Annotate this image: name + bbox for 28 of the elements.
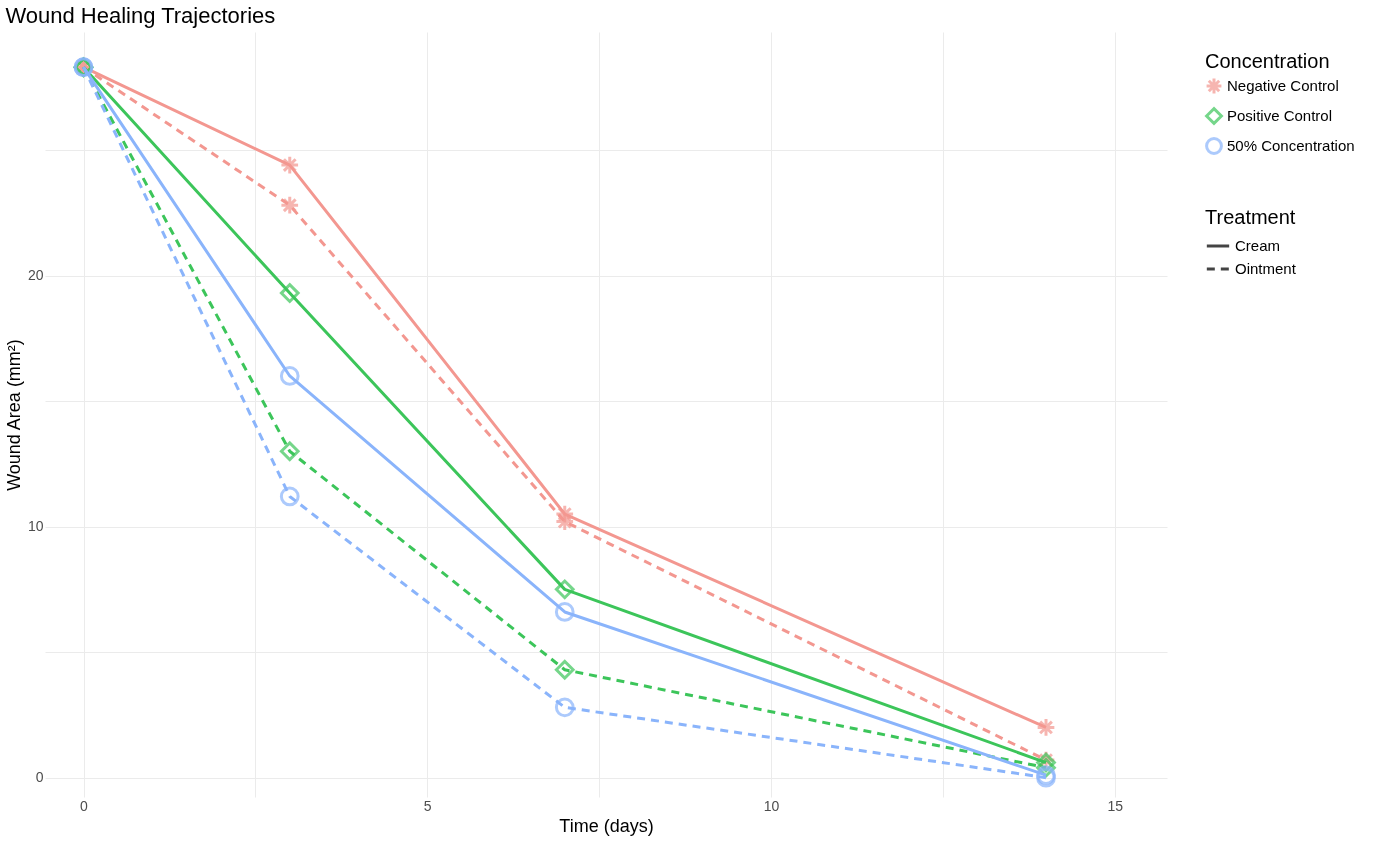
- point: [554, 697, 575, 718]
- y-tick-label: 10: [27, 518, 44, 535]
- y-tick-label: 0: [35, 769, 44, 786]
- text: Treatment: [1205, 206, 1296, 228]
- x-tick-label: 0: [80, 797, 89, 814]
- legend-label: Negative Control: [1227, 77, 1339, 94]
- text: Ointment: [1235, 260, 1297, 277]
- chart-title: Wound Healing Trajectories: [5, 3, 276, 28]
- y-axis-title: Wound Area (mm²): [3, 339, 24, 491]
- text: Cream: [1235, 237, 1281, 254]
- point: [554, 579, 575, 600]
- point: [1036, 717, 1056, 738]
- legend-label: 50% Concentration: [1227, 137, 1355, 154]
- x-axis-title: Time (days): [559, 815, 654, 836]
- legend-label: Positive Control: [1227, 107, 1333, 124]
- point: [279, 441, 300, 462]
- x-tick-label: 5: [423, 797, 432, 814]
- x-tick-label: 10: [763, 797, 780, 814]
- point: [279, 366, 300, 386]
- x-tick-label: 15: [1107, 797, 1124, 814]
- point: [279, 155, 300, 175]
- point: [279, 283, 300, 303]
- point: [279, 486, 300, 507]
- point: [554, 659, 575, 680]
- point: [554, 602, 575, 622]
- y-tick-label: 20: [27, 267, 44, 284]
- point: [279, 195, 300, 216]
- text: Concentration: [1205, 50, 1330, 72]
